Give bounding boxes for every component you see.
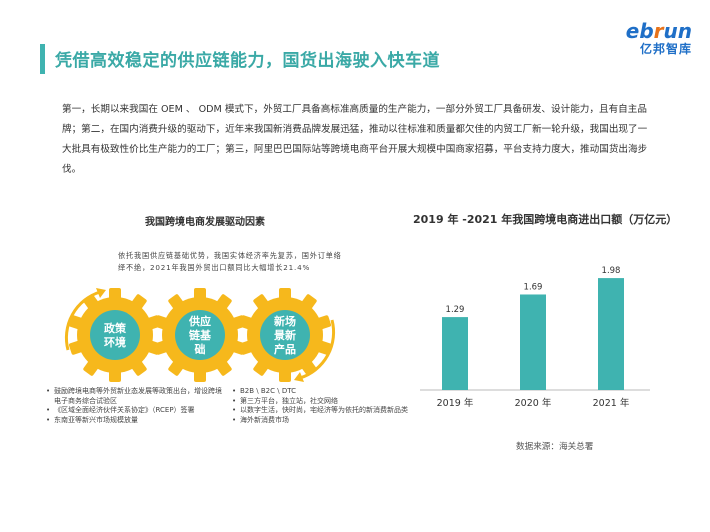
- gear-hub: [175, 310, 225, 360]
- gear-label: 环境: [104, 335, 126, 349]
- bullets-left: 鼓励跨境电商等外贸新业态发展等政策出台，增设跨境电子商务综合试验区 《区域全面经…: [46, 387, 226, 425]
- title-accent-bar: [40, 44, 45, 74]
- gear-label: 链基: [189, 328, 212, 342]
- gear: 供应链基础: [153, 288, 247, 382]
- bullet-item: 东南亚等新兴市场规模放量: [46, 416, 226, 426]
- gear-label: 政策: [104, 321, 127, 335]
- gear-hub: [260, 310, 310, 360]
- bar-value-label: 1.98: [602, 266, 621, 276]
- arc-left-arrow: [96, 288, 106, 298]
- gear-label: 供应: [188, 314, 211, 328]
- ebrun-logo: ebrun 亿邦智库: [626, 20, 692, 56]
- logo-wordmark: ebrun: [625, 19, 692, 43]
- chart-title: 2019 年 -2021 年我国跨境电商进出口额（万亿元）: [413, 213, 678, 226]
- bullet-item: 海外新消费市场: [232, 416, 422, 426]
- bar: [442, 317, 468, 390]
- bar: [598, 278, 624, 390]
- x-tick-label: 2021 年: [593, 397, 630, 409]
- arc-right-arrow: [294, 372, 304, 382]
- gear-hub: [90, 310, 140, 360]
- gear-label: 景新: [273, 328, 296, 342]
- bullet-item: B2B \ B2C \ DTC: [232, 387, 422, 397]
- gear-annotation: 依托我国供应链基础优势，我国实体经济率先复苏，国外订单络绎不绝，2021年我国外…: [118, 251, 342, 272]
- bar-value-label: 1.69: [524, 282, 543, 292]
- x-tick-label: 2019 年: [437, 397, 474, 409]
- x-tick-label: 2020 年: [515, 397, 552, 409]
- gear-label: 新场: [274, 314, 296, 328]
- source-note: 数据来源：海关总署: [516, 442, 594, 452]
- page-title: 凭借高效稳定的供应链能力，国货出海驶入快车道: [55, 51, 440, 71]
- bar: [520, 294, 546, 390]
- bar-chart: 1.29 2019 年 1.69 2020 年 1.98 2021 年: [420, 266, 650, 409]
- bar-value-label: 1.29: [446, 305, 465, 315]
- body-paragraph: 第一，长期以来我国在 OEM 、 ODM 模式下，外贸工厂具备高标准高质量的生产…: [62, 104, 648, 175]
- bullet-item: 第三方平台，独立站，社交网络: [232, 397, 422, 407]
- bullet-item: 《区域全面经济伙伴关系协定》（RCEP）签署: [46, 406, 226, 416]
- gear-label: 础: [195, 342, 206, 356]
- bullet-item: 以数字生活，快时尚，宅经济等为依托的新消费新品类: [232, 406, 422, 416]
- gear-label: 产品: [274, 342, 296, 356]
- diagram-title: 我国跨境电商发展驱动因素: [145, 217, 265, 228]
- bullets-right: B2B \ B2C \ DTC 第三方平台，独立站，社交网络 以数字生活，快时尚…: [232, 387, 422, 425]
- logo-chinese: 亿邦智库: [639, 42, 692, 56]
- bullet-item: 鼓励跨境电商等外贸新业态发展等政策出台，增设跨境电子商务综合试验区: [46, 387, 226, 406]
